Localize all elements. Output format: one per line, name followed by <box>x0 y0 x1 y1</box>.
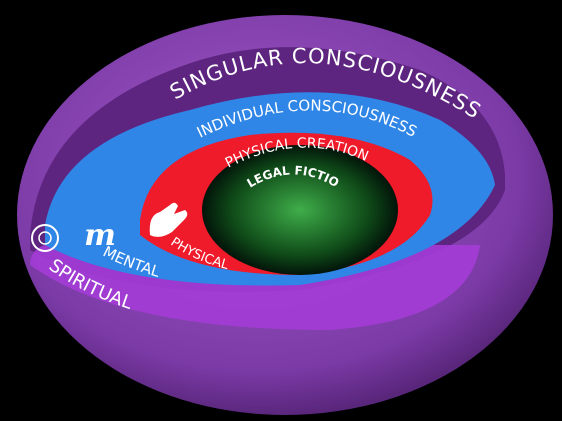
diagram: m SINGULAR CONSCIOUSNESS INDIVIDUAL CONS… <box>0 0 562 421</box>
